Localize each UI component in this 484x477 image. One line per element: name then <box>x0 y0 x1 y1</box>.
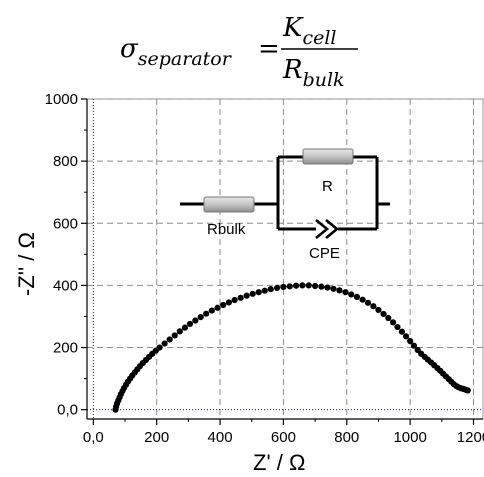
equation-numerator-subscript: cell <box>302 27 336 49</box>
data-point <box>330 285 337 292</box>
data-point <box>464 387 471 394</box>
cpe-chevron-1 <box>315 218 330 240</box>
data-point <box>261 287 268 294</box>
data-point <box>176 328 183 335</box>
cpe-chevron-2 <box>325 218 340 240</box>
data-point <box>192 317 199 324</box>
data-point <box>353 293 361 301</box>
data-point <box>186 320 194 328</box>
data-point <box>273 284 281 291</box>
plot-area <box>86 98 484 420</box>
equation-numerator-symbol: K <box>282 13 304 43</box>
data-point <box>292 282 300 289</box>
equation-lhs-subscript: separator <box>138 48 233 70</box>
data-point <box>208 307 215 314</box>
x-tick-label: 800 <box>334 429 359 446</box>
data-point <box>214 304 221 311</box>
data-point <box>402 333 410 340</box>
x-tick-label: 200 <box>144 429 169 446</box>
data-point <box>398 328 405 335</box>
y-tick-label: 400 <box>53 277 78 294</box>
data-point <box>267 286 274 293</box>
resistor-bulk-symbol <box>203 196 255 213</box>
y-axis-label: -Z'' / Ω <box>14 232 39 296</box>
svg-text:Kcell: Kcell <box>282 13 336 49</box>
x-tick-label: 1000 <box>393 429 426 446</box>
equation-lhs-symbol: σ <box>120 34 139 64</box>
resistor-r-symbol <box>302 148 354 165</box>
data-point <box>197 313 204 321</box>
data-point <box>255 289 262 296</box>
equation-equals-sign: = <box>258 34 280 64</box>
y-tick-label: 800 <box>53 153 78 170</box>
data-point <box>364 299 372 306</box>
y-tick-label: 600 <box>53 215 78 232</box>
data-point <box>375 306 382 314</box>
data-point <box>286 283 293 290</box>
data-point <box>280 283 287 291</box>
data-point <box>203 310 210 317</box>
data-point <box>359 296 366 303</box>
resistor-bulk-label: Rbulk <box>207 221 246 238</box>
x-tick-label: 600 <box>271 429 296 446</box>
data-point <box>156 344 163 351</box>
y-tick-label: 200 <box>53 340 78 357</box>
svg-text:σseparator: σseparator <box>120 34 233 70</box>
svg-text:Rbulk: Rbulk <box>282 55 345 91</box>
equation-denominator-symbol: R <box>282 55 303 85</box>
data-point <box>237 294 244 301</box>
data-point <box>249 290 256 297</box>
data-point <box>318 283 325 290</box>
data-point <box>410 342 418 349</box>
y-tick-label: 0,0 <box>57 402 78 419</box>
resistor-r-label: R <box>322 178 333 195</box>
data-point <box>181 324 188 331</box>
cpe-label: CPE <box>309 245 340 262</box>
conductivity-equation: σseparator = Kcell Rbulk <box>120 13 358 91</box>
data-point <box>324 284 331 291</box>
zero-lines <box>87 99 483 419</box>
data-point <box>171 332 178 339</box>
x-tick-label: 400 <box>208 429 233 446</box>
data-point <box>342 289 349 296</box>
data-point <box>394 323 401 331</box>
x-axis-label: Z' / Ω <box>253 450 305 475</box>
data-point <box>336 287 343 294</box>
data-point <box>407 337 414 345</box>
data-point <box>370 303 377 310</box>
data-point <box>299 282 306 289</box>
equation-denominator-subscript: bulk <box>303 69 345 91</box>
data-point <box>161 340 168 347</box>
data-point <box>389 319 397 326</box>
data-point <box>166 336 173 343</box>
data-point <box>243 292 250 299</box>
data-point <box>220 301 227 309</box>
y-tick-label: 1000 <box>45 91 78 108</box>
data-point <box>311 282 319 290</box>
data-point <box>348 291 355 298</box>
x-tick-label: 0,0 <box>83 429 104 446</box>
data-point <box>380 310 387 318</box>
data-point <box>225 299 233 306</box>
data-point <box>231 296 238 304</box>
data-point <box>305 282 312 289</box>
data-point <box>385 314 392 322</box>
data-points <box>112 282 471 413</box>
